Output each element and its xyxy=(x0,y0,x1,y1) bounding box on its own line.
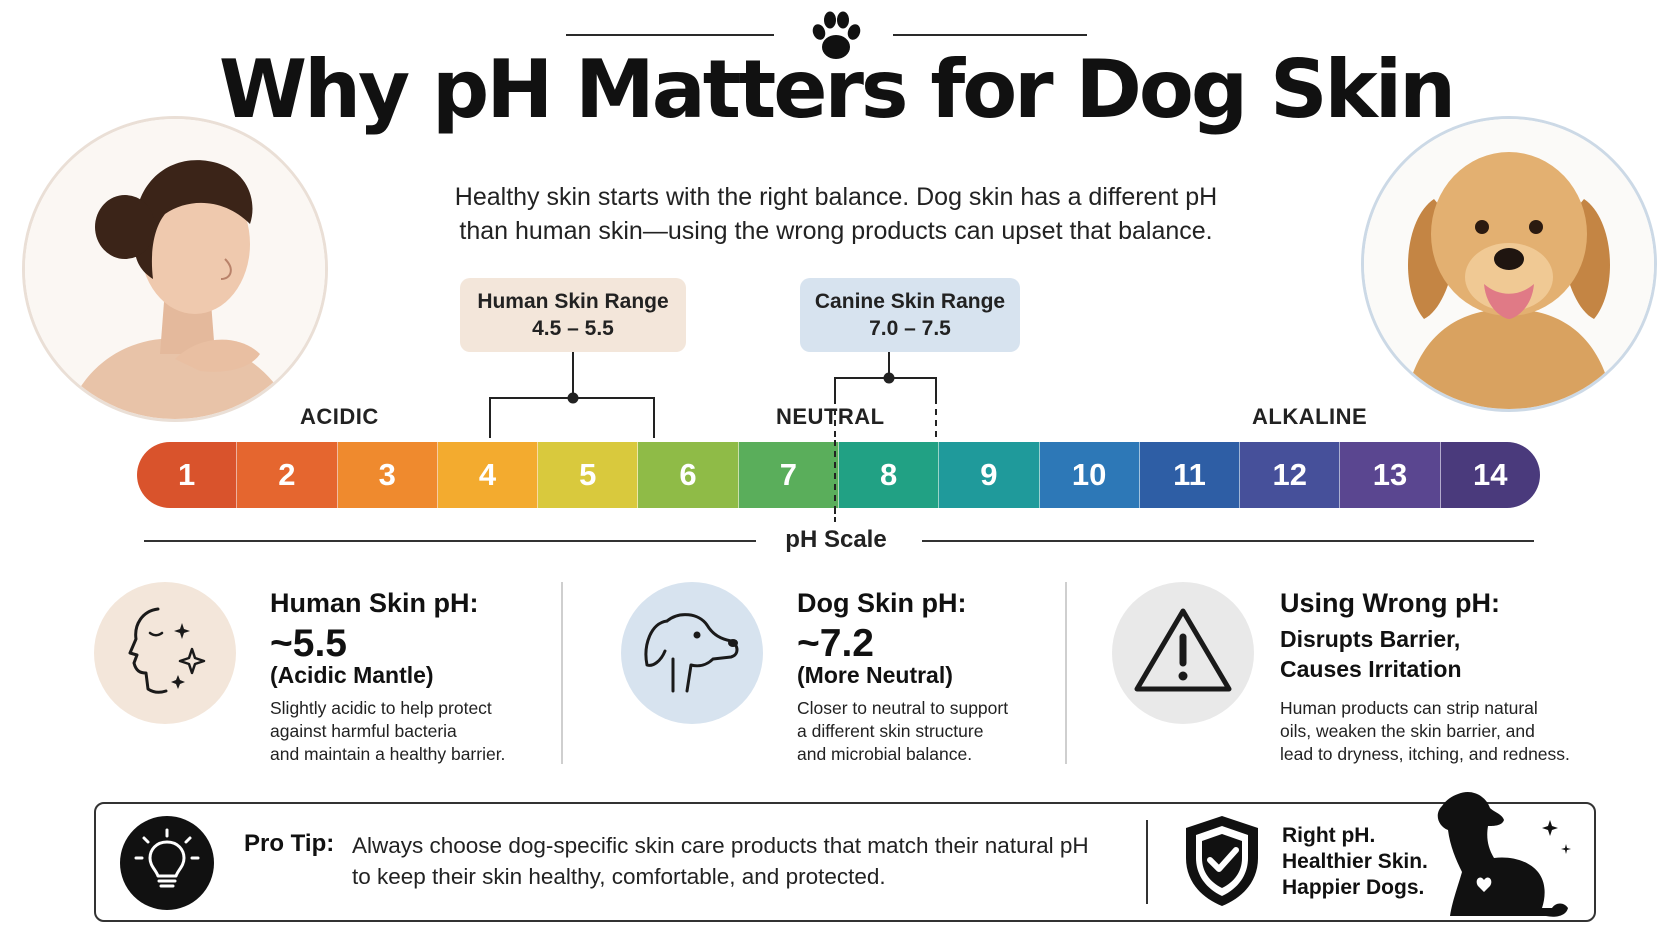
canine-range-value: 7.0 – 7.5 xyxy=(869,317,951,340)
scale-caption-rule-left xyxy=(144,540,756,542)
ph-segment-4: 4 xyxy=(437,442,539,508)
subtitle-line: Disrupts Barrier, xyxy=(1280,626,1461,652)
warning-icon xyxy=(1131,605,1235,702)
pro-tip-divider xyxy=(1146,820,1148,904)
body-line: Slightly acidic to help protect xyxy=(270,698,492,718)
acidic-label: ACIDIC xyxy=(300,404,379,429)
face-sparkle-icon xyxy=(120,601,210,706)
human-card-icon-circle xyxy=(94,582,236,724)
dog-card-title: Dog Skin pH: xyxy=(797,588,967,618)
body-line: lead to dryness, itching, and redness. xyxy=(1280,744,1570,764)
dog-portrait xyxy=(1361,116,1657,412)
dog-silhouette-icon xyxy=(1428,786,1578,922)
dog-card-subtitle: (More Neutral) xyxy=(797,662,953,688)
human-card-value: ~5.5 xyxy=(270,622,347,665)
lightbulb-icon-circle xyxy=(120,816,214,910)
card-divider xyxy=(1065,582,1067,764)
ph-segment-5: 5 xyxy=(538,442,639,508)
body-line: oils, weaken the skin barrier, and xyxy=(1280,721,1535,741)
pro-tip-panel xyxy=(94,802,1596,922)
subtitle-line: than human skin—using the wrong products… xyxy=(459,217,1213,245)
shield-check-icon xyxy=(1180,812,1264,910)
ph-segment-9: 9 xyxy=(939,442,1040,508)
human-range-callout: Human Skin Range 4.5 – 5.5 xyxy=(460,278,686,352)
dog-card-value: ~7.2 xyxy=(797,622,874,665)
body-line: a different skin structure xyxy=(797,721,984,741)
ph-scale-caption: pH Scale xyxy=(785,526,887,553)
paw-icon xyxy=(806,8,866,64)
canine-range-bracket xyxy=(834,377,937,398)
wrong-card-title: Using Wrong pH: xyxy=(1280,588,1500,618)
wrong-card-subtitle: Disrupts Barrier, Causes Irritation xyxy=(1280,624,1462,684)
ph-segment-1: 1 xyxy=(137,442,238,508)
body-line: and microbial balance. xyxy=(797,744,973,764)
slogan-line: Happier Dogs. xyxy=(1282,876,1425,899)
ph-segment-11: 11 xyxy=(1139,442,1241,508)
body-line: Closer to neutral to support xyxy=(797,698,1009,718)
ph-segment-3: 3 xyxy=(337,442,438,508)
canine-range-label: Canine Skin Range xyxy=(814,290,1006,313)
scale-caption-rule-right xyxy=(922,540,1534,542)
neutral-marker xyxy=(834,440,836,522)
page-subtitle: Healthy skin starts with the right balan… xyxy=(400,180,1272,248)
subtitle-line: Causes Irritation xyxy=(1280,656,1462,682)
ph-segment-2: 2 xyxy=(237,442,338,508)
header-rule-right xyxy=(893,34,1087,36)
ph-segment-6: 6 xyxy=(638,442,739,508)
human-portrait xyxy=(22,116,328,422)
neutral-label: NEUTRAL xyxy=(776,404,885,429)
human-range-bracket xyxy=(489,397,655,432)
body-line: Human products can strip natural xyxy=(1280,698,1538,718)
lightbulb-icon xyxy=(132,826,202,901)
human-card-title: Human Skin pH: xyxy=(270,588,479,618)
ph-segment-7: 7 xyxy=(738,442,839,508)
slogan-line: Right pH. xyxy=(1282,824,1376,847)
card-divider xyxy=(561,582,563,764)
human-card-body: Slightly acidic to help protect against … xyxy=(270,697,505,766)
pro-tip-label: Pro Tip: xyxy=(244,830,335,857)
canine-range-callout: Canine Skin Range 7.0 – 7.5 xyxy=(800,278,1020,352)
human-card-subtitle: (Acidic Mantle) xyxy=(270,662,434,688)
ph-scale-bar: 1 2 3 4 5 6 7 8 9 10 11 12 13 14 xyxy=(137,442,1540,508)
human-range-value: 4.5 – 5.5 xyxy=(532,317,614,340)
page-title: Why pH Matters for Dog Skin xyxy=(218,43,1456,136)
ph-segment-12: 12 xyxy=(1240,442,1341,508)
ph-segment-13: 13 xyxy=(1340,442,1441,508)
body-line: against harmful bacteria xyxy=(270,721,457,741)
wrong-card-icon-circle xyxy=(1112,582,1254,724)
wrong-card-body: Human products can strip natural oils, w… xyxy=(1280,697,1570,766)
subtitle-line: Healthy skin starts with the right balan… xyxy=(454,183,1218,211)
body-line: and maintain a healthy barrier. xyxy=(270,744,506,764)
slogan-line: Healthier Skin. xyxy=(1282,850,1428,873)
header-rule-left xyxy=(566,34,774,36)
dog-head-icon xyxy=(637,601,747,706)
ph-segment-10: 10 xyxy=(1039,442,1140,508)
dog-card-icon-circle xyxy=(621,582,763,724)
pro-tip-line: to keep their skin healthy, comfortable,… xyxy=(352,864,886,889)
ph-segment-14: 14 xyxy=(1440,442,1540,508)
ph-segment-8: 8 xyxy=(838,442,940,508)
dog-card-body: Closer to neutral to support a different… xyxy=(797,697,1008,766)
human-range-label: Human Skin Range xyxy=(477,290,669,313)
alkaline-label: ALKALINE xyxy=(1252,404,1368,429)
pro-tip-line: Always choose dog-specific skin care pro… xyxy=(352,833,1089,858)
